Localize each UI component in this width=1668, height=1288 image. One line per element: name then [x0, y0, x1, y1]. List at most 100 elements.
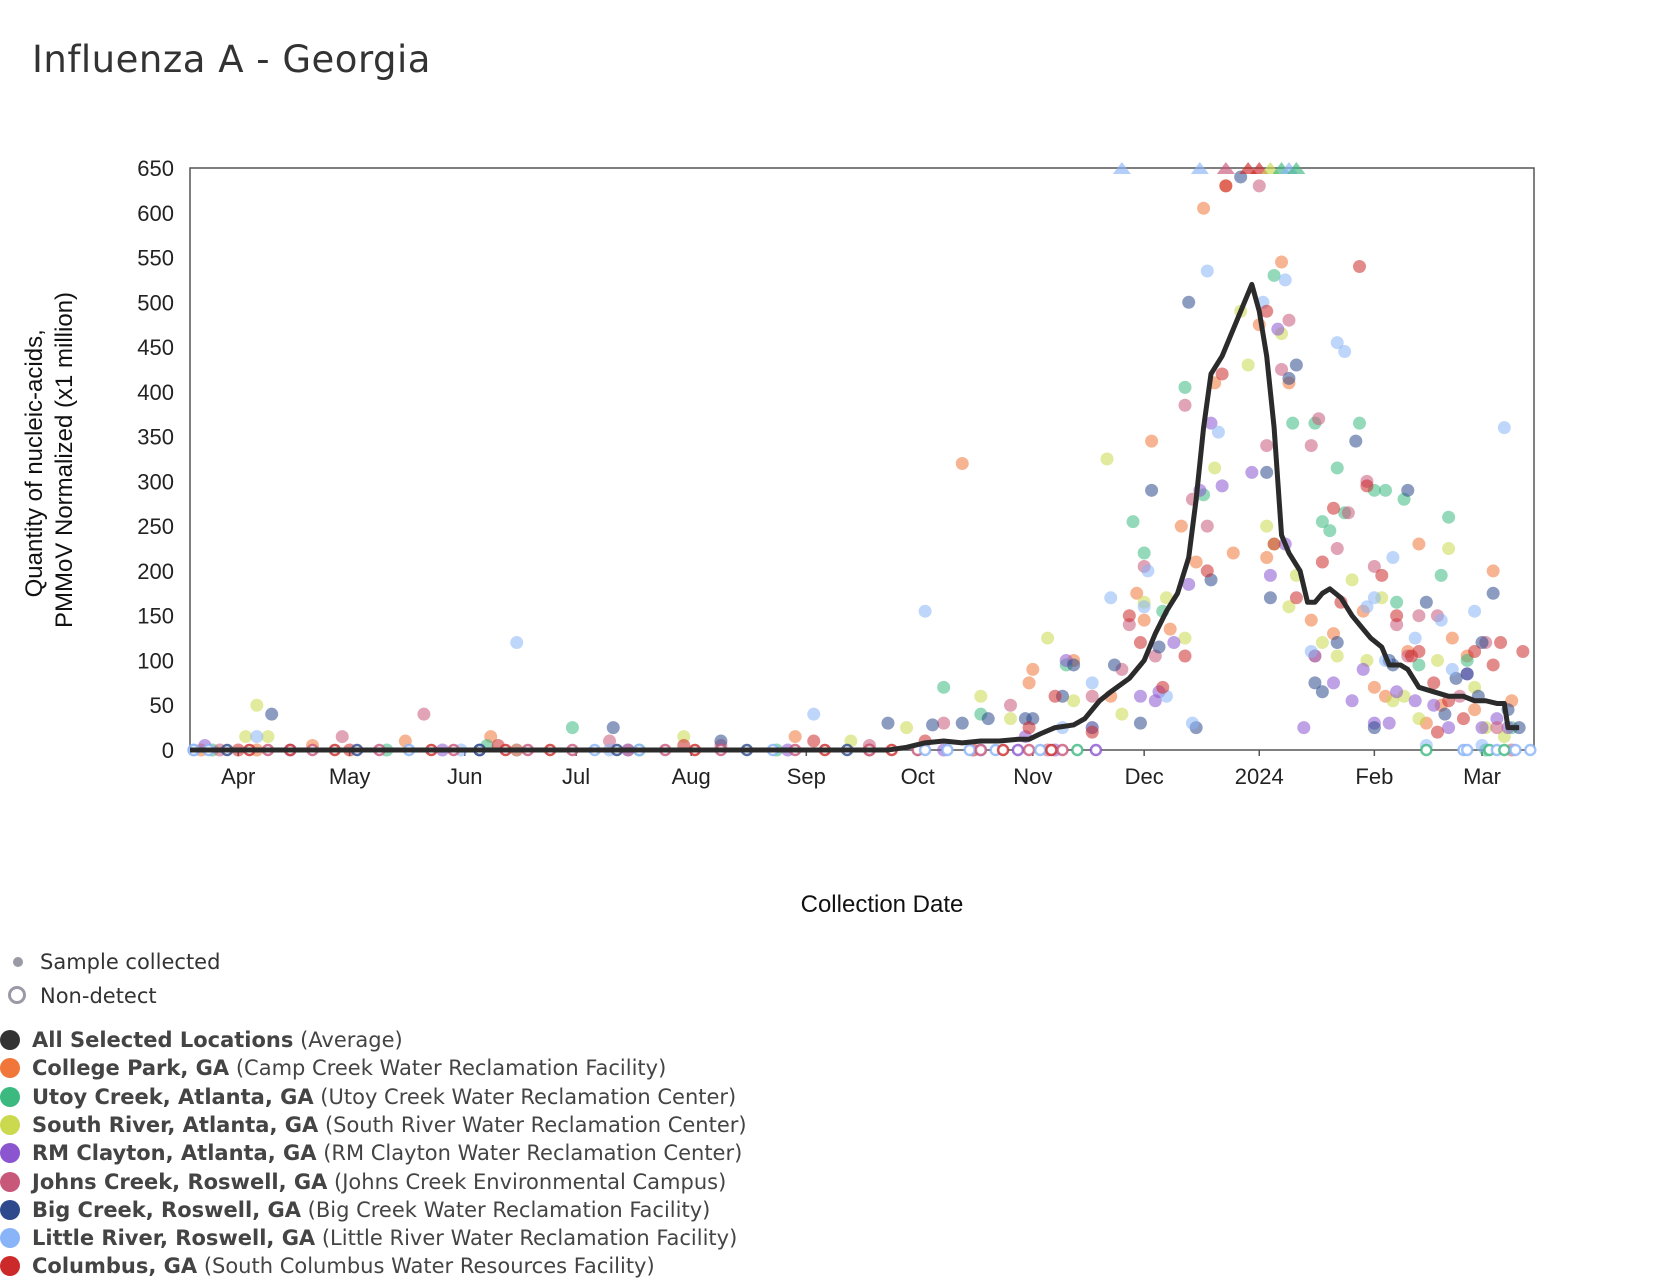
sample-point [1375, 568, 1389, 582]
sample-point [1349, 434, 1363, 448]
legend-swatch [0, 1171, 20, 1192]
sample-point [1282, 600, 1296, 614]
non-detect-point [963, 743, 976, 757]
sample-point [1442, 721, 1456, 735]
sample-point [1289, 591, 1303, 605]
sample-point [1226, 546, 1240, 560]
sample-point [1390, 618, 1404, 632]
sample-point [335, 730, 349, 744]
sample-point [1178, 380, 1192, 394]
sample-point [1197, 201, 1211, 215]
sample-point [1122, 618, 1136, 632]
sample-point [1367, 721, 1381, 735]
y-axis: 0 50 100 150 200 250 300 350 400 450 500 550 600 650 [137, 156, 174, 763]
sample-point [1156, 680, 1170, 694]
sample-point [1338, 345, 1352, 359]
sample-point [1312, 412, 1326, 426]
sample-point [1260, 304, 1274, 318]
sample-point [1442, 542, 1456, 556]
sample-point [1408, 694, 1422, 708]
sample-point [1367, 680, 1381, 694]
legend-swatch [0, 1256, 20, 1277]
legend-detail: (South River Water Reclamation Center) [318, 1112, 747, 1137]
sample-point [1427, 676, 1441, 690]
sample-point [1263, 568, 1277, 582]
sample-point [1286, 416, 1300, 430]
legend-location: Johns Creek, Roswell, GA [32, 1169, 328, 1194]
sample-point [1182, 295, 1196, 309]
sample-point [1189, 555, 1203, 569]
sample-point [1345, 694, 1359, 708]
sample-point [1419, 595, 1433, 609]
sample-point [417, 707, 431, 721]
sample-point [250, 698, 264, 712]
sample-point [1159, 591, 1173, 605]
sample-point [1330, 336, 1344, 350]
non-detect-point [1033, 743, 1047, 757]
sample-point [1412, 645, 1426, 659]
sample-point [1137, 600, 1151, 614]
y-tick-label: 150 [137, 604, 174, 629]
sample-point [1330, 542, 1344, 556]
legend-swatch [0, 1058, 20, 1079]
sample-point [1182, 577, 1196, 591]
y-tick-label: 450 [137, 335, 174, 360]
y-axis-title: Quantity of nucleic-acids, PMMoV Normali… [21, 292, 78, 628]
sample-point [1211, 425, 1225, 439]
sample-point [1048, 689, 1062, 703]
sample-point [1126, 515, 1140, 529]
legend-swatch [0, 1228, 20, 1249]
sample-point [1427, 698, 1441, 712]
sample-point [1327, 501, 1341, 515]
sample-point [1490, 721, 1504, 735]
non-detect-point [1089, 743, 1103, 757]
sample-point [1178, 398, 1192, 412]
offscale-marker [1216, 162, 1235, 174]
y-tick-label: 350 [137, 425, 174, 450]
offscale-marker [1112, 162, 1131, 174]
sample-point [1486, 564, 1500, 578]
sample-point [677, 730, 691, 744]
sample-point [1185, 716, 1199, 730]
sample-point [881, 716, 895, 730]
non-detect-point [1022, 743, 1036, 757]
sample-point [807, 734, 821, 748]
y-axis-title-line-2: PMMoV Normalized (x1 million) [51, 292, 78, 628]
sample-point [1401, 483, 1415, 497]
sample-point [1356, 662, 1370, 676]
key-label: Non-detect [40, 984, 157, 1008]
sample-point [1107, 658, 1121, 672]
offscale-marker [1190, 162, 1209, 174]
sample-point [1208, 461, 1222, 475]
sample-point [1004, 712, 1018, 726]
chart-title: Influenza A - Georgia [32, 38, 431, 81]
sample-point [1145, 434, 1159, 448]
sample-point [1304, 645, 1318, 659]
sample-point [1137, 613, 1151, 627]
non-detect-point [1056, 743, 1069, 757]
sample-point [714, 734, 728, 748]
legend-detail: (South Columbus Water Resources Facility… [197, 1254, 655, 1279]
sample-point [1289, 358, 1303, 372]
sample-point [1460, 653, 1474, 667]
legend-swatch [0, 1086, 20, 1107]
x-tick-label: Mar [1463, 764, 1501, 789]
sample-point [1067, 694, 1081, 708]
sample-point [1386, 550, 1400, 564]
non-detect-point [996, 743, 1010, 757]
sample-point [1100, 452, 1114, 466]
legend-location: College Park, GA [32, 1056, 230, 1081]
sample-point [1516, 645, 1530, 659]
non-detect-point [1498, 743, 1511, 757]
non-detect-point [1460, 743, 1474, 757]
non-detect-point [1524, 743, 1537, 757]
sample-point [1378, 483, 1392, 497]
legend-detail: (Big Creek Water Reclamation Facility) [300, 1197, 711, 1222]
sample-point [1390, 595, 1404, 609]
sample-point [1200, 564, 1214, 578]
sample-point [1067, 658, 1081, 672]
sample-point [1460, 667, 1474, 681]
sample-point [1026, 662, 1040, 676]
legend-location: Little River, Roswell, GA [32, 1226, 316, 1251]
sample-point [1445, 662, 1459, 676]
